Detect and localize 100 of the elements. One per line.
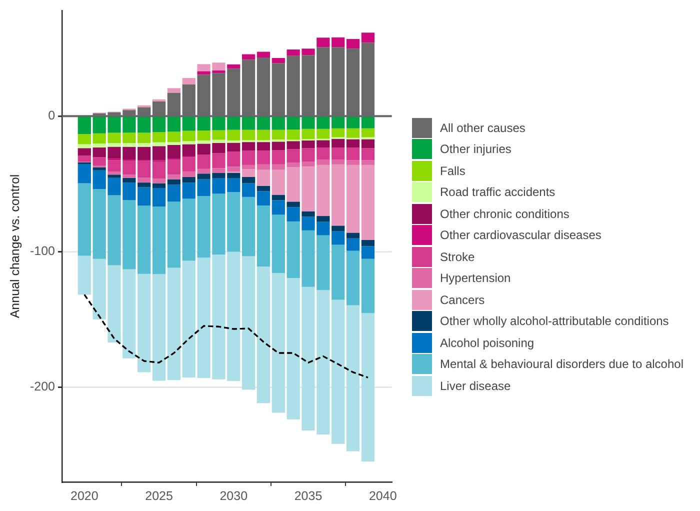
bar (167, 160, 181, 175)
bar (152, 162, 166, 179)
bar (272, 272, 285, 413)
bar (361, 240, 375, 246)
legend-label: Alcohol poisoning (440, 336, 534, 350)
bar (138, 182, 151, 188)
bar (346, 238, 360, 251)
legend-label: Other wholly alcohol-attributable conditions (440, 314, 669, 328)
bar (361, 139, 375, 148)
bar (242, 54, 256, 60)
bar (256, 266, 270, 404)
legend-label: Mental & behavioural disorders due to alcohol (440, 357, 684, 372)
bar (272, 214, 285, 273)
bar (138, 132, 151, 144)
bar (138, 143, 151, 147)
bar (242, 142, 256, 151)
bar (78, 183, 91, 256)
bar (242, 164, 256, 170)
bar (256, 116, 270, 130)
bar (108, 171, 121, 175)
bar (272, 116, 285, 130)
bar (242, 150, 256, 165)
bar (361, 160, 375, 165)
bar (122, 178, 136, 183)
bar (227, 64, 240, 69)
bar (272, 130, 285, 140)
bar (167, 184, 181, 202)
bar (256, 186, 270, 192)
bar (256, 52, 270, 58)
bar (152, 116, 166, 132)
bar (167, 202, 181, 268)
bar (346, 116, 360, 128)
bar (242, 256, 256, 390)
bar (272, 150, 285, 164)
bar (152, 146, 166, 160)
y-axis-title: Annual change vs. control (8, 174, 22, 318)
bar (346, 128, 360, 138)
bar (167, 174, 181, 180)
bar (286, 202, 300, 208)
bar (78, 116, 91, 134)
bar (361, 116, 375, 128)
bar (78, 148, 91, 156)
bar (242, 176, 256, 184)
bar (152, 132, 166, 142)
bar (138, 116, 151, 133)
legend-label: Other cardiovascular diseases (440, 228, 602, 242)
bar (361, 148, 375, 160)
bar (346, 164, 360, 233)
bar (272, 139, 285, 142)
y-tick-label: -100 (30, 244, 56, 258)
x-tick-label: 2020 (70, 488, 98, 503)
bar (272, 58, 285, 64)
bar (152, 188, 166, 207)
x-tick-label: 2040 (368, 488, 397, 503)
legend-label: Cancers (440, 292, 485, 307)
bar (346, 147, 360, 160)
bar (138, 161, 151, 178)
bar (272, 142, 285, 150)
bar (256, 164, 270, 170)
legend-label: Hypertension (440, 271, 511, 286)
legend-label: Other chronic conditions (440, 206, 570, 221)
bar (167, 268, 181, 380)
bar (78, 134, 91, 144)
bar (122, 174, 136, 178)
bar (361, 164, 375, 240)
bar (346, 250, 360, 306)
bar (242, 183, 256, 197)
bar (272, 164, 285, 170)
bar (108, 174, 121, 178)
bar (272, 200, 285, 215)
bar (346, 160, 360, 165)
bar (256, 206, 270, 267)
bar (138, 146, 151, 160)
bar (152, 142, 166, 146)
bar (138, 274, 151, 372)
bar (361, 313, 375, 462)
bar (167, 179, 181, 185)
bar (138, 178, 151, 183)
bar (256, 170, 270, 186)
bar (272, 194, 285, 200)
bar (152, 183, 166, 188)
bar (78, 256, 91, 295)
legend-label: Stroke (440, 250, 475, 264)
bar (78, 144, 91, 148)
bar (256, 191, 270, 206)
bar (361, 32, 375, 43)
x-tick-label: 2035 (294, 488, 322, 503)
bar (361, 128, 375, 138)
bar (138, 187, 151, 206)
bar (242, 130, 256, 140)
bar (152, 206, 166, 274)
y-tick-label: -200 (30, 380, 56, 394)
legend-label: Liver disease (440, 378, 511, 393)
bar (361, 246, 375, 259)
x-tick-label: 2030 (220, 488, 248, 503)
bar (346, 38, 360, 49)
bar (167, 88, 181, 93)
legend-label: Road traffic accidents (440, 185, 556, 200)
bar (167, 142, 181, 145)
legend-label: Other injuries (440, 142, 512, 156)
